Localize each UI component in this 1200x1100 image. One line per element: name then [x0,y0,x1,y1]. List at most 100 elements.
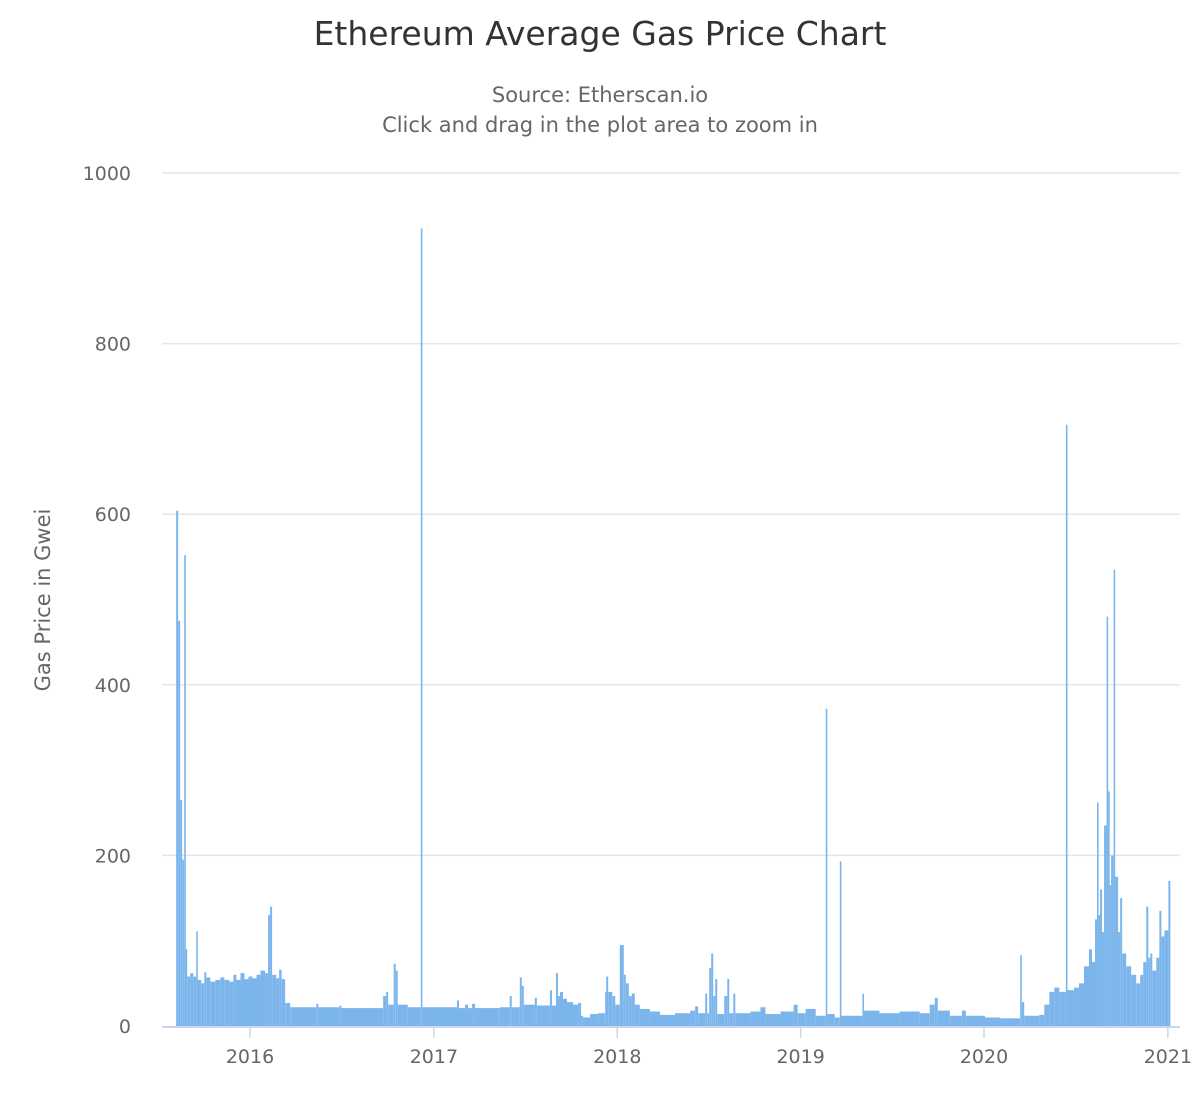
price-bar [797,1013,806,1026]
price-bar [1083,966,1090,1026]
y-tick-label: 600 [95,504,131,526]
price-bar [1100,889,1103,1026]
price-bar [649,1011,660,1026]
price-bar [919,1013,930,1026]
price-bar [472,1003,476,1026]
price-bar [185,949,188,1026]
price-bar [1109,885,1112,1026]
price-bar [397,1004,408,1026]
price-bar [862,993,865,1026]
price-bar [598,1013,606,1026]
price-bar [612,996,616,1026]
price-bar [1092,962,1096,1026]
price-bar [456,1000,459,1026]
price-bar [695,1006,699,1026]
price-bar [1059,991,1066,1026]
price-bar [268,915,271,1026]
price-bar [1168,880,1171,1026]
price-bar [1122,953,1127,1026]
price-bar [285,1002,291,1026]
price-bar [709,967,712,1026]
price-bar [707,1013,710,1026]
price-bar [224,979,230,1026]
price-bar [780,1011,794,1026]
price-bar [240,973,245,1026]
price-bar [1120,898,1123,1026]
y-axis-title: Gas Price in Gwei [31,509,55,692]
price-bar [605,991,607,1026]
price-bar [182,859,185,1026]
price-bar [625,983,629,1026]
price-bar [536,1005,550,1026]
price-bar [180,799,183,1026]
price-bar [1073,987,1079,1026]
price-bar [279,969,282,1026]
price-bar [339,1005,342,1026]
price-bar [949,1015,962,1026]
price-bar [1095,919,1098,1026]
price-bar [793,1004,798,1026]
price-bar [639,1008,650,1026]
price-bar [713,996,716,1026]
price-bar [1150,953,1153,1026]
price-bar [559,991,563,1026]
price-bar [393,963,396,1026]
price-bar [281,979,286,1026]
price-bar [248,976,253,1026]
price-bar [458,1008,466,1026]
price-bar [1126,966,1132,1026]
price-bar [929,1004,935,1026]
price-bar [176,510,179,1027]
x-tick-label: 2018 [593,1046,641,1068]
price-bar [1108,791,1110,1026]
price-bar [690,1010,696,1026]
price-bar [1156,957,1160,1026]
price-bar [341,1008,384,1026]
price-bar [1146,906,1149,1026]
price-bar [1152,970,1157,1026]
price-bar [631,993,635,1026]
price-bar [1024,1015,1040,1026]
price-bar [252,978,257,1026]
price-bar [705,993,708,1026]
chart-subtitle-hint: Click and drag in the plot area to zoom … [382,113,818,137]
price-bar [534,997,537,1026]
price-bar [1067,990,1074,1026]
price-bar [724,996,728,1026]
price-bar [557,996,560,1026]
price-bar [521,985,524,1026]
price-bar [197,979,202,1026]
price-bar [841,1015,863,1026]
price-bar [934,997,938,1026]
price-bar [1143,962,1147,1026]
y-tick-label: 200 [95,845,131,867]
price-bar [270,906,273,1026]
price-bar [573,1004,579,1026]
price-bar [765,1014,781,1026]
price-bar [465,1004,469,1026]
price-bar [735,1013,751,1026]
price-bar [549,990,552,1026]
price-bar [260,970,266,1026]
price-bar [265,973,269,1026]
price-bar [1102,932,1105,1026]
price-bar [523,1004,535,1026]
price-bar [388,1004,394,1026]
price-bar [606,976,609,1026]
price-bar [717,1014,725,1026]
price-bar [551,1005,556,1026]
price-bar [1118,932,1121,1026]
x-tick-label: 2017 [410,1046,458,1068]
price-bar [675,1013,691,1026]
price-bar [578,1002,582,1026]
price-bar [985,1017,1001,1026]
price-bar [244,979,249,1026]
price-bar [834,1017,840,1026]
price-bar [276,978,280,1026]
price-bar [1049,991,1055,1026]
chart-title: Ethereum Average Gas Price Chart [313,14,887,53]
price-bar [210,981,216,1026]
price-bar [383,996,387,1026]
price-bar [215,979,221,1026]
